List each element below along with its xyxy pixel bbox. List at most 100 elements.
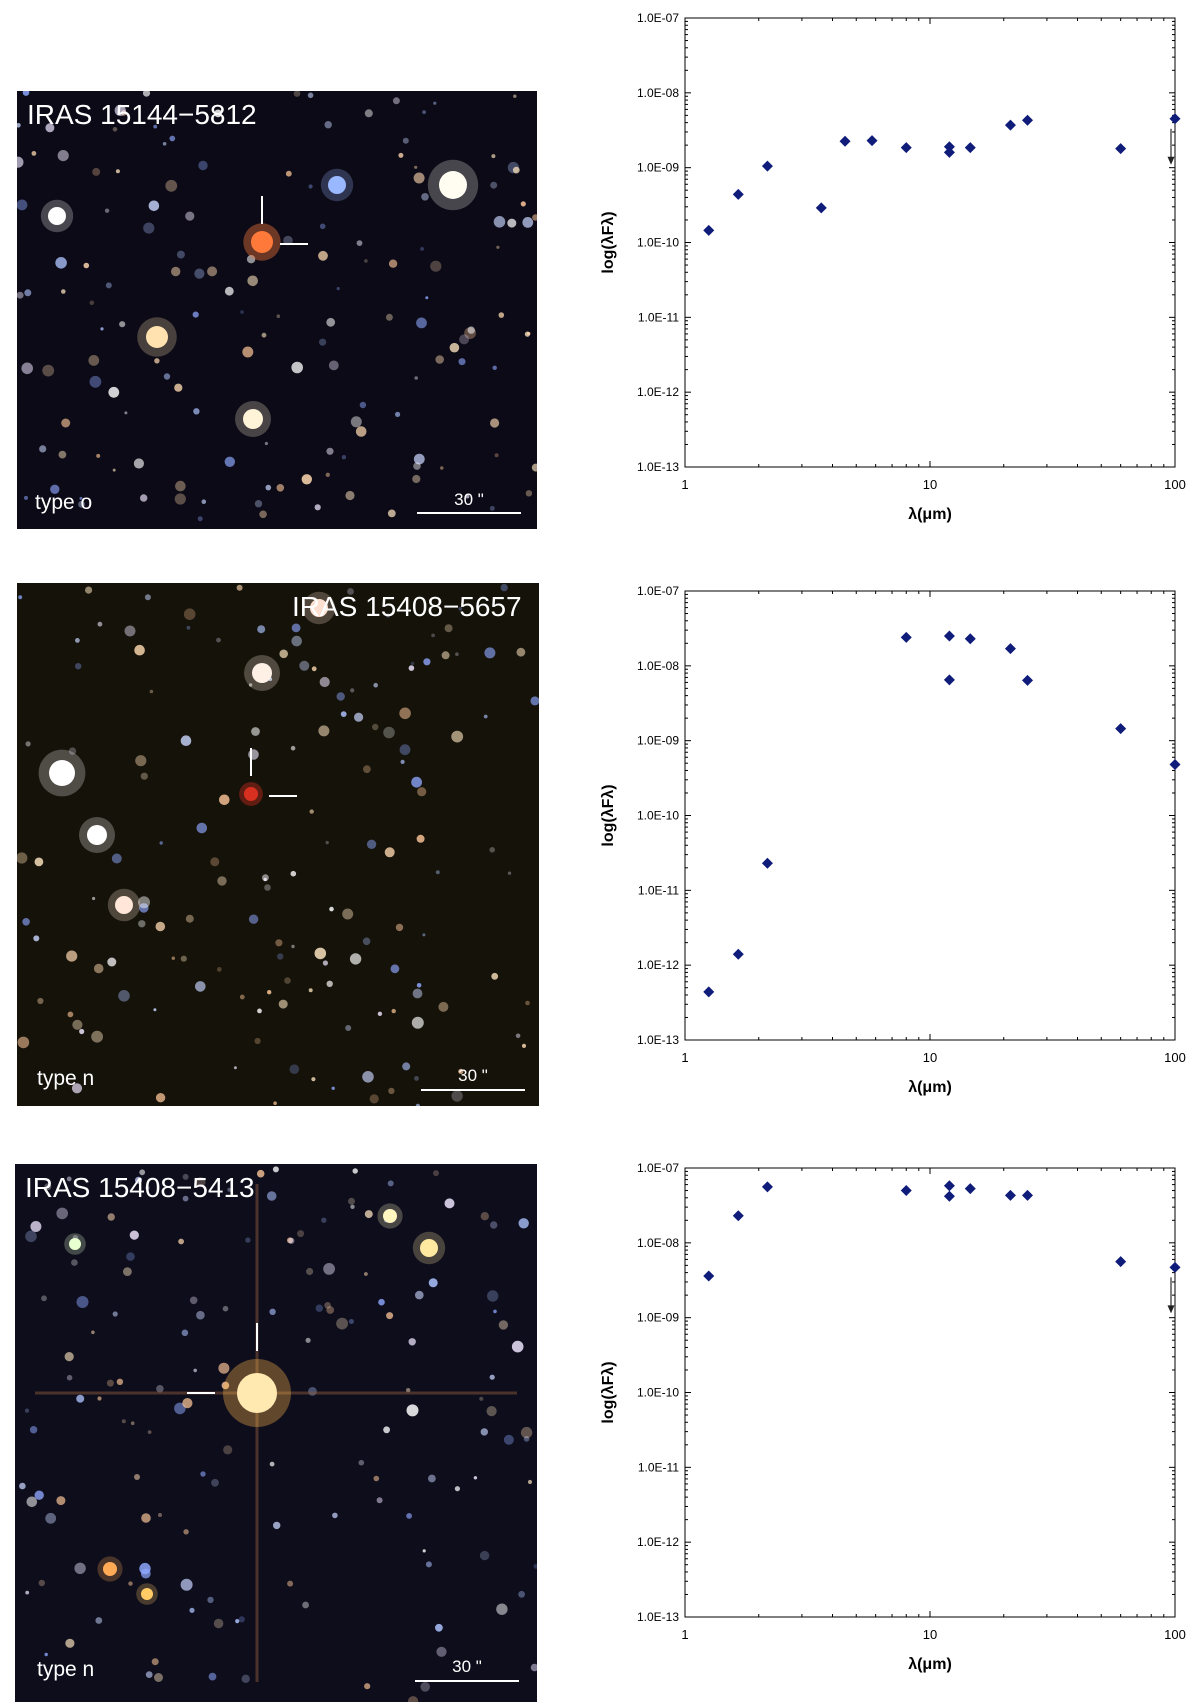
background-star <box>124 625 136 637</box>
background-star <box>522 217 534 228</box>
background-star <box>530 696 539 706</box>
background-star <box>154 1673 163 1682</box>
background-star <box>433 1170 439 1177</box>
background-star <box>458 606 463 611</box>
background-star <box>415 1290 424 1300</box>
background-star <box>275 939 283 947</box>
background-star <box>248 683 253 687</box>
background-star <box>141 1513 151 1523</box>
background-star <box>216 967 222 972</box>
data-point <box>1021 114 1033 126</box>
background-star <box>112 1311 118 1317</box>
data-point <box>1169 759 1181 771</box>
background-star <box>413 462 421 470</box>
background-star <box>257 1008 262 1014</box>
background-star <box>287 1580 294 1587</box>
y-tick-label: 1.0E-12 <box>637 1535 679 1549</box>
background-star <box>326 447 334 455</box>
background-star <box>42 364 55 377</box>
background-star <box>195 981 206 992</box>
data-point <box>900 1185 912 1197</box>
background-star <box>56 1496 66 1506</box>
background-star <box>414 376 419 380</box>
bright-star <box>243 409 263 429</box>
background-star <box>288 1237 295 1244</box>
bright-star <box>420 1239 438 1257</box>
background-star <box>289 1064 300 1074</box>
sky-background <box>17 91 537 529</box>
star-field-2 <box>17 583 539 1106</box>
background-star <box>38 1579 45 1587</box>
background-star <box>352 1168 358 1174</box>
background-star <box>399 744 411 756</box>
background-star <box>269 1308 276 1315</box>
background-star <box>37 997 44 1005</box>
background-star <box>350 416 362 428</box>
bright-star <box>115 896 133 914</box>
background-star <box>422 933 426 937</box>
background-star <box>348 1197 355 1205</box>
background-star <box>33 935 40 942</box>
background-star <box>378 1298 385 1306</box>
background-star <box>322 960 328 966</box>
background-star <box>493 1309 497 1314</box>
background-star <box>385 613 391 618</box>
background-star <box>57 150 69 162</box>
background-star <box>25 741 31 747</box>
data-point <box>1115 723 1127 735</box>
background-star <box>431 633 435 638</box>
background-star <box>492 365 497 370</box>
background-star <box>183 1529 189 1535</box>
background-star <box>498 312 505 318</box>
background-star <box>511 1340 524 1353</box>
background-star <box>123 1267 132 1276</box>
panel-row-1: IRAS 15144−5812 type o 30 " 1.0E-13 1.0E-… <box>0 0 1200 530</box>
data-point <box>964 633 976 645</box>
background-star <box>17 291 24 299</box>
background-star <box>158 1513 162 1517</box>
background-star <box>210 857 220 867</box>
background-star <box>100 327 104 331</box>
background-star <box>454 1486 460 1492</box>
y-axis-label: log(λFλ) <box>600 784 617 846</box>
background-star <box>364 1683 371 1690</box>
background-star <box>223 1445 233 1455</box>
background-star <box>153 1008 157 1012</box>
background-star <box>435 870 440 875</box>
background-star <box>72 1019 83 1030</box>
background-star <box>342 908 354 920</box>
background-star <box>17 1036 30 1049</box>
bright-star <box>252 663 272 683</box>
background-star <box>91 1030 103 1043</box>
bright-star <box>146 326 168 348</box>
background-star <box>189 1607 195 1613</box>
background-star <box>291 623 301 633</box>
background-star <box>58 450 67 459</box>
background-star <box>135 755 147 767</box>
data-point <box>732 188 744 200</box>
background-star <box>89 300 95 306</box>
background-star <box>213 1618 224 1629</box>
background-star <box>25 1230 37 1243</box>
y-tick-label: 1.0E-11 <box>638 310 679 324</box>
data-point <box>1004 643 1016 655</box>
background-star <box>34 1490 44 1500</box>
background-star <box>416 983 422 988</box>
background-star <box>336 692 345 701</box>
background-star <box>29 1426 38 1434</box>
background-star <box>518 1590 525 1598</box>
image-title: IRAS 15408−5657 <box>292 591 522 622</box>
data-point <box>943 1180 955 1192</box>
background-star <box>180 735 192 746</box>
background-star <box>71 1259 78 1266</box>
background-star <box>350 1204 355 1209</box>
background-star <box>428 1474 436 1483</box>
background-star <box>410 661 415 666</box>
background-star <box>24 1408 30 1413</box>
background-star <box>66 1374 73 1381</box>
background-star <box>336 1317 348 1330</box>
background-star <box>489 505 495 511</box>
background-star <box>180 955 187 962</box>
background-star <box>372 723 379 731</box>
background-star <box>183 608 196 620</box>
